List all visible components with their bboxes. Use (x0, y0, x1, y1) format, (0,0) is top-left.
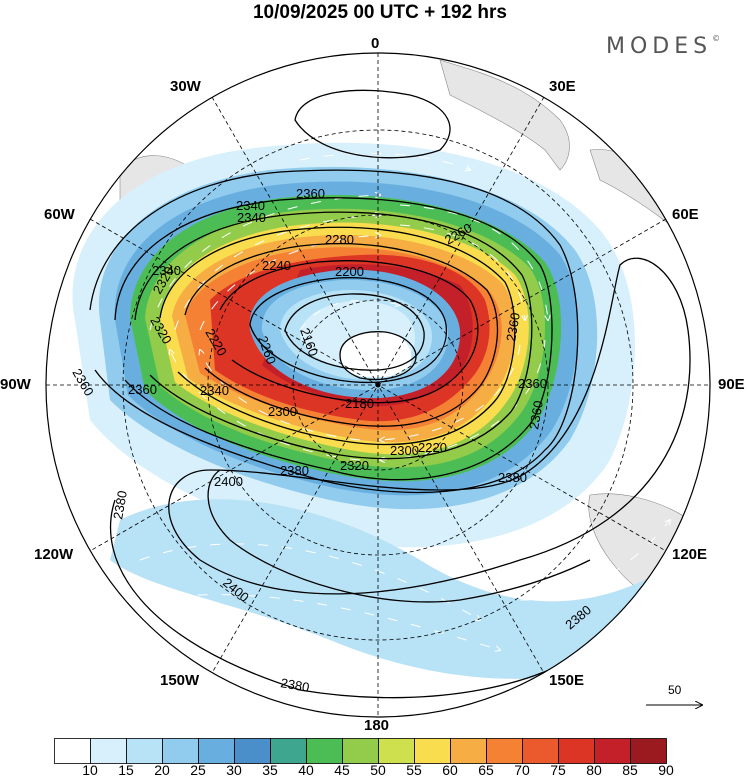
lon-label-150e: 150E (549, 672, 585, 689)
colorbar-swatch (162, 738, 199, 764)
colorbar-tick-label: 20 (154, 762, 170, 778)
lon-label-30e: 30E (549, 78, 576, 95)
contour-label: 2360 (518, 376, 547, 391)
colorbar-tick-label: 50 (370, 762, 386, 778)
contour-label: 2200 (335, 264, 364, 279)
colorbar-tick-label: 55 (406, 762, 422, 778)
land-south-america (439, 59, 570, 171)
colorbar-swatch (342, 738, 379, 764)
colorbar-tick-label: 60 (442, 762, 458, 778)
colorbar-tick-label: 70 (514, 762, 530, 778)
lon-label-120w: 120W (34, 546, 74, 563)
copyright-mark: © (712, 34, 721, 43)
colorbar-swatch (522, 738, 559, 764)
lon-label-60e: 60E (672, 206, 699, 223)
colorbar-labels: 10 15 20 25 30 35 40 45 50 55 60 65 70 7… (0, 762, 750, 782)
contour-label: 2400 (214, 474, 243, 489)
wind-arrows (139, 152, 670, 650)
contour-label: 2300 (390, 443, 419, 458)
colorbar-tick-label: 30 (226, 762, 242, 778)
colorbar-tick-label: 75 (550, 762, 566, 778)
colorbar-swatch (126, 738, 163, 764)
colorbar-swatch (54, 738, 91, 764)
colorbar-swatch (414, 738, 451, 764)
contour-lines (89, 89, 701, 699)
contour-label: 2380 (279, 675, 310, 695)
map-boundary (45, 52, 711, 718)
reference-vector (646, 683, 710, 713)
reference-vector-label: 50 (668, 683, 682, 697)
contour-label: 2280 (325, 232, 354, 247)
contour-label: 2340 (200, 383, 229, 398)
polar-map: 2360 2340 2280 2240 2200 2160 2180 2300 … (45, 52, 711, 718)
contour-label: 2380 (498, 470, 527, 485)
contour-label: 2380 (110, 489, 130, 520)
colorbar-tick-label: 35 (262, 762, 278, 778)
colorbar-swatch (234, 738, 271, 764)
colorbar (54, 738, 667, 764)
contour-label: 2220 (418, 440, 447, 455)
colorbar-tick-label: 45 (334, 762, 350, 778)
colorbar-swatch (90, 738, 127, 764)
colorbar-tick-label: 10 (82, 762, 98, 778)
contour-label: 2240 (262, 258, 291, 273)
lon-label-180: 180 (364, 717, 390, 734)
map-disc: 2360 2340 2280 2240 2200 2160 2180 2300 … (46, 53, 710, 717)
contour-label: 2340 (152, 263, 181, 278)
map-title: 10/09/2025 00 UTC + 192 hrs (252, 2, 508, 23)
contour-label: 2320 (340, 458, 369, 473)
contour-label: 2340 (237, 210, 266, 225)
contour-label: 2380 (280, 463, 309, 478)
contour-label: 2180 (345, 396, 374, 411)
lon-label-90w: 90W (0, 376, 31, 393)
colorbar-swatch (270, 738, 307, 764)
colorbar-swatch (558, 738, 595, 764)
colorbar-swatch (486, 738, 523, 764)
colorbar-tick-label: 90 (658, 762, 674, 778)
colorbar-tick-label: 15 (118, 762, 134, 778)
contour-label: 2360 (128, 382, 157, 397)
contour-label: 2360 (503, 311, 523, 342)
colorbar-swatch (198, 738, 235, 764)
lon-label-30w: 30W (170, 78, 201, 95)
pole-marker (375, 382, 381, 388)
contour-labels: 2360 2340 2280 2240 2200 2160 2180 2300 … (69, 186, 594, 695)
lon-label-150w: 150W (160, 672, 200, 689)
contour-label: 2360 (526, 399, 546, 430)
brand-logo: MODES© (606, 34, 720, 59)
contour-label: 2360 (296, 186, 325, 201)
colorbar-tick-label: 25 (190, 762, 206, 778)
lon-label-60w: 60W (44, 206, 75, 223)
brand-name: MODES (606, 34, 713, 59)
contour-label: 2340 (236, 198, 265, 213)
colorbar-swatch (630, 738, 667, 764)
contour-label: 2300 (268, 404, 297, 419)
colorbar-swatch (378, 738, 415, 764)
colorbar-tick-label: 85 (622, 762, 638, 778)
lon-label-90e: 90E (718, 376, 745, 393)
lon-label-120e: 120E (672, 546, 708, 563)
colorbar-tick-label: 40 (298, 762, 314, 778)
colorbar-swatch (450, 738, 487, 764)
colorbar-tick-label: 65 (478, 762, 494, 778)
lon-label-0: 0 (371, 35, 380, 52)
colorbar-swatch (306, 738, 343, 764)
colorbar-swatch (594, 738, 631, 764)
colorbar-tick-label: 80 (586, 762, 602, 778)
